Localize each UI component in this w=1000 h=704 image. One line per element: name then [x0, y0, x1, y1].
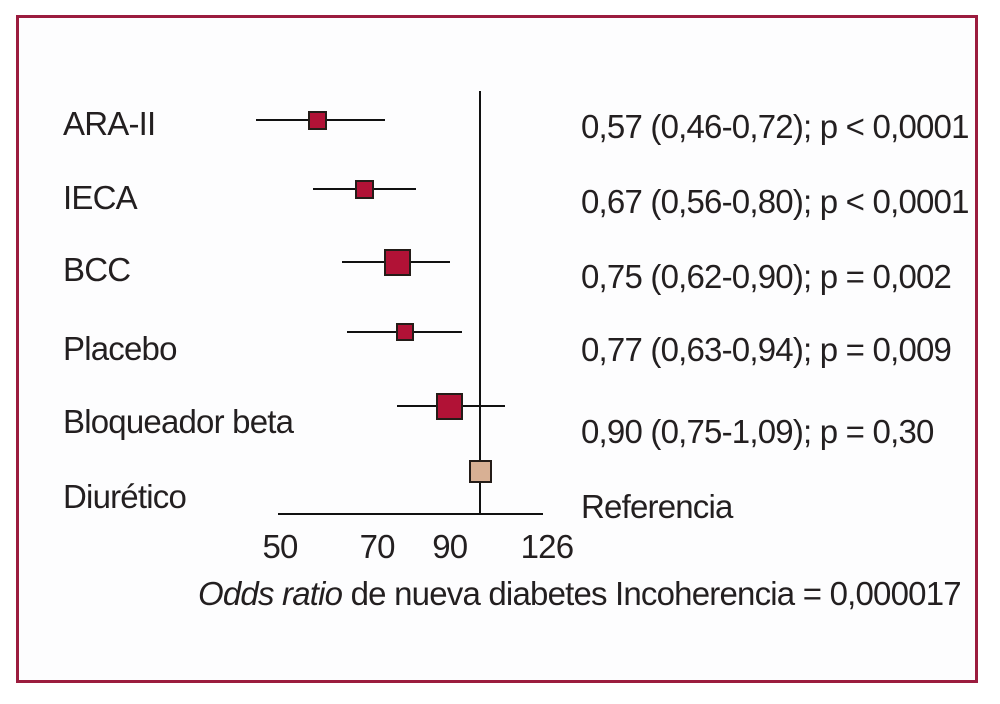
or-marker [308, 110, 328, 130]
x-axis-label-rest: de nueva diabetes [342, 575, 608, 613]
x-tick-label: 126 [520, 528, 574, 566]
x-tick-label: 70 [359, 528, 396, 566]
or-marker [436, 392, 464, 420]
row-label: Bloqueador beta [63, 403, 294, 441]
row-annotation: Referencia [581, 488, 733, 526]
or-marker [395, 323, 414, 341]
figure-panel: ARA-II 0,57 (0,46-0,72); p < 0,0001 IECA 0,… [16, 15, 978, 683]
row-label: Diurético [63, 478, 187, 516]
x-axis-label: Odds ratio de nueva diabetes [198, 575, 608, 613]
or-marker [383, 248, 411, 276]
x-tick-label: 50 [262, 528, 298, 566]
row-label: IECA [63, 179, 138, 217]
row-label: BCC [63, 251, 131, 289]
incoherence-footnote: Incoherencia = 0,000017 [615, 575, 962, 613]
x-axis-label-italic: Odds ratio [198, 575, 343, 613]
row-annotation: 0,77 (0,63-0,94); p = 0,009 [581, 331, 952, 369]
row-annotation: 0,90 (0,75-1,09); p = 0,30 [581, 413, 934, 451]
row-label: ARA-II [63, 105, 156, 143]
reference-line [479, 91, 482, 513]
x-axis-line [278, 513, 543, 515]
reference-marker [468, 459, 492, 483]
or-marker [355, 179, 375, 199]
row-annotation: 0,75 (0,62-0,90); p = 0,002 [581, 258, 952, 296]
row-annotation: 0,57 (0,46-0,72); p < 0,0001 [581, 108, 969, 146]
row-label: Placebo [63, 330, 177, 368]
x-tick-label: 90 [432, 528, 468, 566]
row-annotation: 0,67 (0,56-0,80); p < 0,0001 [581, 183, 969, 221]
